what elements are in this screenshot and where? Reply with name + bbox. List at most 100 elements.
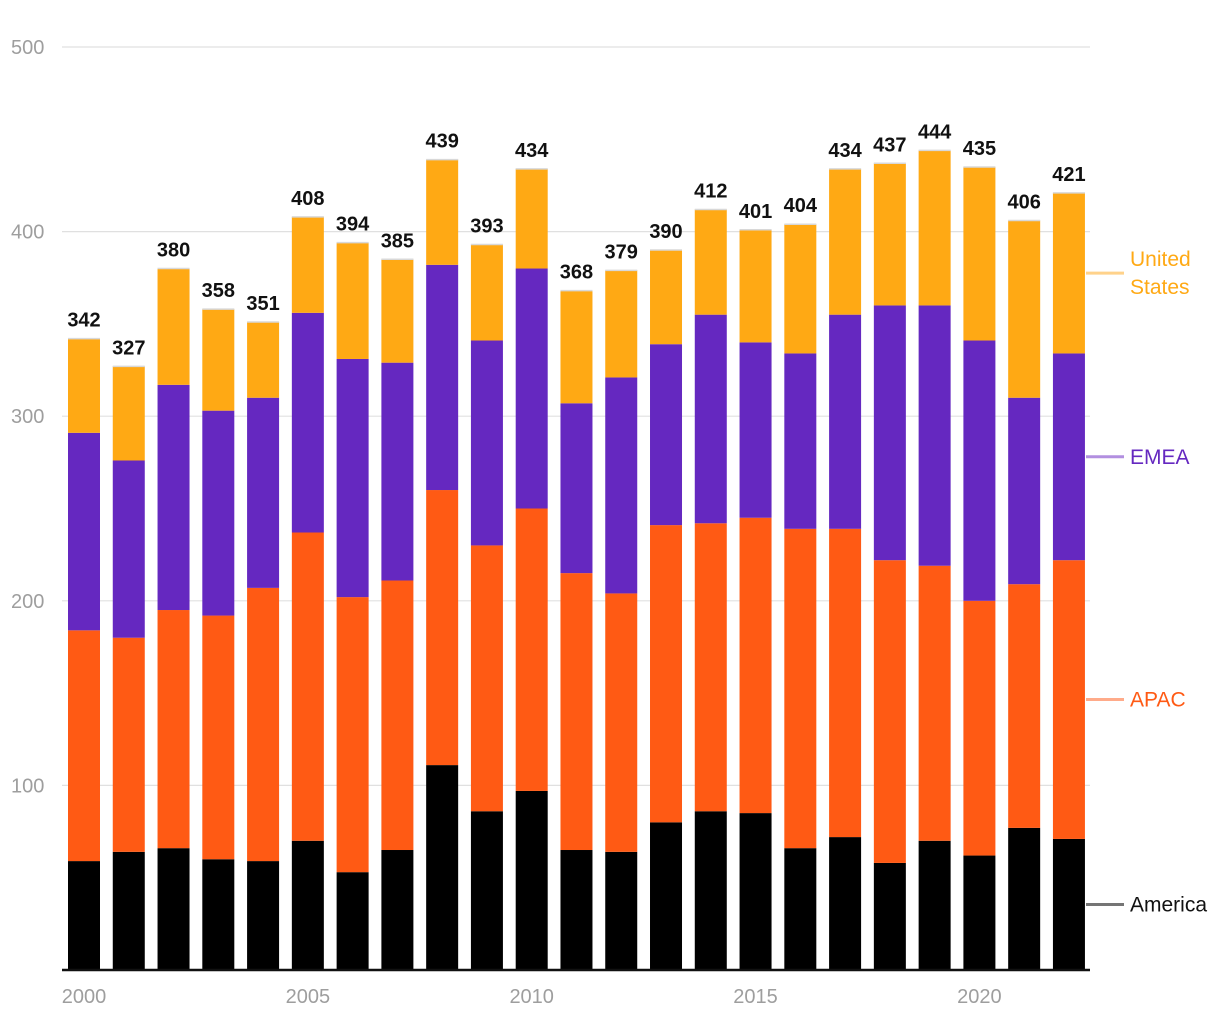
bar-segment-apac-2012 <box>605 593 638 852</box>
bar-segment-emea-2010 <box>515 268 548 509</box>
bar-segment-americas-2008 <box>426 765 459 970</box>
bar-segment-united-states-2004 <box>247 322 280 398</box>
bar-segment-apac-2009 <box>470 545 503 812</box>
bar-segment-emea-2012 <box>605 377 638 594</box>
total-label-2021: 406 <box>1007 192 1040 214</box>
bar-segment-apac-2015 <box>739 517 772 814</box>
bar-segment-emea-2004 <box>247 397 280 588</box>
bar-segment-apac-2019 <box>918 565 951 841</box>
bar-segment-united-states-2011 <box>560 290 593 404</box>
bar-segment-emea-2005 <box>291 312 324 533</box>
bar-segment-united-states-2018 <box>873 163 906 306</box>
bar-segment-united-states-2013 <box>650 250 683 345</box>
bar-segment-united-states-2008 <box>426 159 459 265</box>
bar-segment-apac-2004 <box>247 587 280 862</box>
bar-segment-americas-2013 <box>650 822 683 970</box>
bar-segment-emea-2017 <box>829 314 862 529</box>
bar-segment-apac-2014 <box>694 523 727 812</box>
legend-label: United States <box>1130 248 1191 299</box>
bar-segment-apac-2016 <box>784 528 817 849</box>
total-label-2019: 444 <box>918 121 952 143</box>
bar-segment-united-states-2020 <box>963 166 996 341</box>
bar-segment-emea-2013 <box>650 344 683 526</box>
bar-segment-apac-2007 <box>381 580 414 851</box>
bar-segment-united-states-2022 <box>1052 192 1085 354</box>
bar-segment-americas-2004 <box>247 861 280 970</box>
total-label-2017: 434 <box>828 140 862 162</box>
y-tick-label: 200 <box>11 591 44 613</box>
bar-segment-americas-2007 <box>381 850 414 970</box>
bar-segment-emea-2009 <box>470 340 503 546</box>
bar-segment-united-states-2016 <box>784 224 817 354</box>
legend: America APAC EMEA United States <box>1086 248 1207 916</box>
bar-segment-emea-2015 <box>739 342 772 518</box>
bar-segment-united-states-2012 <box>605 270 638 378</box>
bar-segment-united-states-2003 <box>202 309 235 411</box>
bar-segment-emea-2021 <box>1008 397 1041 585</box>
bar-segment-apac-2001 <box>112 637 145 852</box>
bar-segment-americas-2014 <box>694 811 727 970</box>
x-tick-label: 2010 <box>509 986 554 1008</box>
total-label-2015: 401 <box>739 201 772 223</box>
legend-label: EMEA <box>1130 446 1190 469</box>
bar-segment-americas-2009 <box>470 811 503 970</box>
x-tick-label: 2000 <box>62 986 107 1008</box>
legend-label: APAC <box>1130 689 1186 712</box>
y-tick-label: 400 <box>11 222 44 244</box>
bar-segment-united-states-2010 <box>515 168 548 269</box>
bar-segment-united-states-2015 <box>739 229 772 343</box>
bar-segment-americas-2001 <box>112 851 145 970</box>
x-tick-label: 2005 <box>286 986 331 1008</box>
bar-segment-emea-2018 <box>873 305 906 561</box>
bar-segment-emea-2003 <box>202 410 235 616</box>
bar-segment-americas-2017 <box>829 837 862 970</box>
legend-label: America <box>1130 893 1207 916</box>
total-label-2003: 358 <box>202 280 235 302</box>
total-label-2016: 404 <box>784 195 818 217</box>
total-label-2004: 351 <box>246 293 279 315</box>
bar-segment-united-states-2001 <box>112 366 145 461</box>
total-label-2018: 437 <box>873 134 906 156</box>
legend-item-apac: APAC <box>1086 689 1186 712</box>
y-axis-ticks: 100 200 300 400 500 <box>11 37 44 797</box>
total-label-2007: 385 <box>381 230 414 252</box>
x-tick-label: 2020 <box>957 986 1002 1008</box>
bar-segment-americas-2005 <box>291 840 324 970</box>
bar-segment-united-states-2021 <box>1008 220 1041 398</box>
total-label-2005: 408 <box>291 188 324 210</box>
bar-segment-americas-2012 <box>605 851 638 970</box>
y-tick-label: 300 <box>11 406 44 428</box>
bar-segment-united-states-2002 <box>157 268 190 385</box>
bar-segment-united-states-2019 <box>918 150 951 306</box>
bar-segment-apac-2020 <box>963 600 996 856</box>
bar-segment-americas-2000 <box>68 861 100 970</box>
bars <box>68 149 1085 970</box>
bar-segment-apac-2002 <box>157 610 190 849</box>
bar-segment-united-states-2017 <box>829 168 862 315</box>
legend-item-americas: America <box>1086 893 1207 916</box>
bar-segment-united-states-2000 <box>68 338 100 433</box>
bar-segment-americas-2018 <box>873 862 906 970</box>
bar-segment-emea-2002 <box>157 384 190 611</box>
bar-segment-apac-2008 <box>426 490 459 766</box>
bar-segment-emea-2016 <box>784 353 817 529</box>
bar-segment-apac-2006 <box>336 597 369 873</box>
bar-segment-united-states-2006 <box>336 242 369 359</box>
bar-segment-americas-2019 <box>918 840 951 970</box>
total-label-2010: 434 <box>515 140 549 162</box>
bar-segment-apac-2017 <box>829 528 862 838</box>
legend-item-emea: EMEA <box>1086 446 1190 469</box>
bar-segment-apac-2013 <box>650 525 683 823</box>
total-label-2001: 327 <box>112 337 145 359</box>
bar-segment-americas-2002 <box>157 848 190 970</box>
total-label-2012: 379 <box>605 241 638 263</box>
bar-segment-americas-2022 <box>1052 838 1085 970</box>
bar-segment-emea-2011 <box>560 403 593 574</box>
bar-segment-emea-2022 <box>1052 353 1085 561</box>
bar-segment-americas-2016 <box>784 848 817 970</box>
bar-segment-apac-2010 <box>515 508 548 791</box>
bar-segment-apac-2003 <box>202 615 235 860</box>
bar-segment-americas-2020 <box>963 855 996 970</box>
bar-segment-apac-2022 <box>1052 560 1085 839</box>
